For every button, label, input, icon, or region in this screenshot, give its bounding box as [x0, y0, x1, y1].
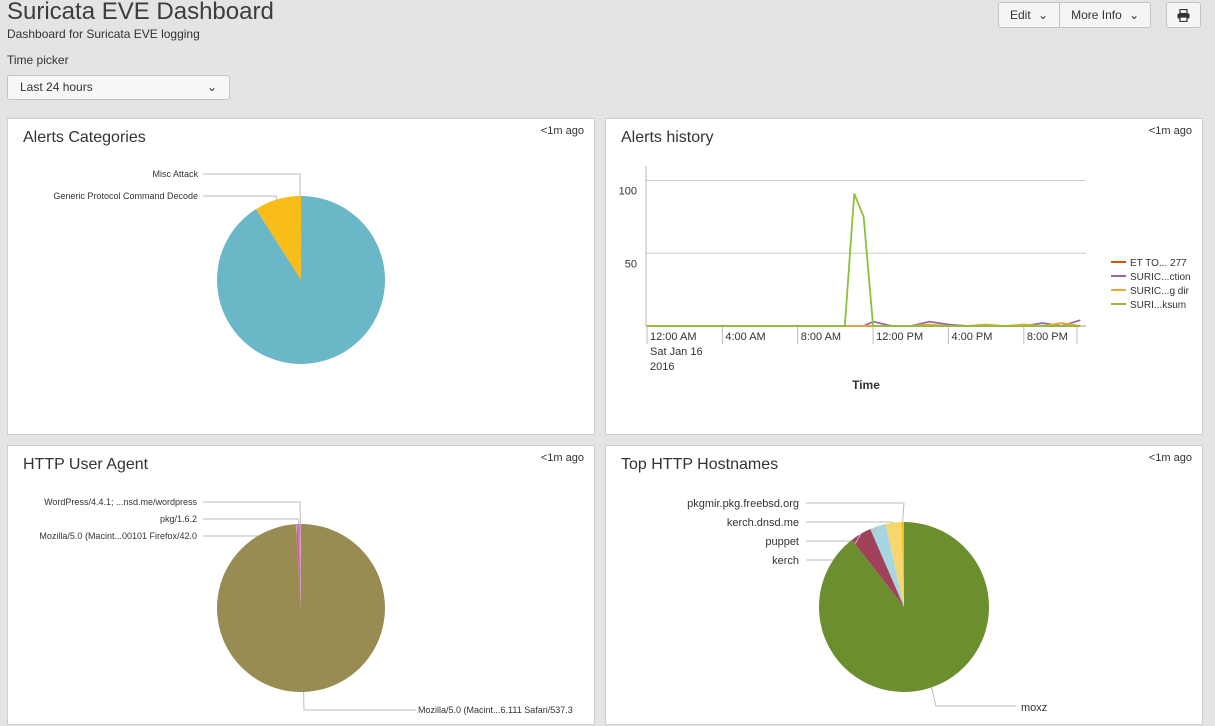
chevron-down-icon: ⌄: [206, 80, 217, 94]
pie-leader-line: [931, 687, 1016, 707]
y-tick-label: 50: [625, 258, 637, 270]
panel-title: Alerts history: [621, 129, 714, 146]
top-http-hostnames-pie-chart: pkgmir.pkg.freebsd.org kerch.dnsd.me puppe…: [687, 498, 1047, 714]
y-tick-label: 100: [619, 186, 637, 198]
pie-slice[interactable]: [299, 196, 301, 280]
x-tick-label: 8:00 AM: [801, 331, 841, 343]
series-line[interactable]: [647, 193, 1081, 327]
more-info-button-label: More Info: [1071, 8, 1122, 22]
pie-leader-line: [806, 521, 894, 524]
edit-button-label: Edit: [1010, 8, 1031, 22]
pie-slice-label: puppet: [765, 536, 799, 548]
x-tick-label: 4:00 PM: [951, 331, 992, 343]
chevron-down-icon: ⌄: [1129, 8, 1140, 22]
time-picker-value: Last 24 hours: [20, 80, 93, 94]
pie-slice[interactable]: [255, 196, 301, 280]
x-tick-label: 8:00 PM: [1027, 331, 1068, 343]
pie-leader-line: [203, 195, 278, 200]
pie-slice[interactable]: [870, 524, 904, 607]
panel-alerts-history: Alerts history <1m ago 100 50 12:00 AM 4:00…: [605, 118, 1203, 435]
pie-slice-label: moxz: [1021, 702, 1047, 714]
x-tick-label: 4:00 AM: [725, 331, 765, 343]
pie-slice-label: Mozilla/5.0 (Macint...00101 Firefox/42.0: [39, 531, 197, 541]
pie-slice-label: Generic Protocol Command Decode: [53, 191, 198, 201]
time-picker-select[interactable]: Last 24 hours ⌄: [7, 75, 230, 100]
edit-moreinfo-group: Edit ⌄ More Info ⌄: [998, 2, 1152, 28]
x-axis-label: Time: [852, 378, 880, 392]
x-tick-label: 12:00 PM: [876, 331, 923, 343]
panel-http-user-agent: HTTP User Agent <1m ago WordPress/4.4.1;…: [7, 445, 595, 725]
legend-label[interactable]: SURIC...ction: [1130, 272, 1191, 283]
panel-alerts-categories: Alerts Categories <1m ago Misc Attack Gen…: [7, 118, 595, 435]
pie-slice[interactable]: [851, 528, 904, 607]
panel-updated: <1m ago: [1148, 452, 1192, 464]
pie-slice[interactable]: [298, 524, 301, 608]
edit-button[interactable]: Edit ⌄: [998, 2, 1061, 28]
panel-top-http-hostnames: Top HTTP Hostnames <1m ago pkgmir.pkg.fr…: [605, 445, 1203, 725]
pie-slice-label: Mozilla/5.0 (Macint...6.111 Safari/537.3: [418, 705, 573, 715]
pie-slice-label: Misc Attack: [152, 169, 198, 179]
time-picker-label: Time picker: [7, 53, 69, 67]
pie-slice[interactable]: [217, 196, 385, 364]
panel-updated: <1m ago: [540, 125, 584, 137]
pie-leader-line: [203, 173, 301, 197]
print-button[interactable]: [1166, 2, 1201, 28]
pie-slice[interactable]: [216, 524, 385, 692]
panel-title: HTTP User Agent: [23, 456, 149, 473]
chevron-down-icon: ⌄: [1038, 8, 1049, 22]
alerts-categories-pie-chart: Misc Attack Generic Protocol Command Deco…: [53, 169, 385, 364]
pie-slice-label: pkgmir.pkg.freebsd.org: [687, 498, 799, 510]
pie-leader-line: [806, 502, 905, 523]
pie-slice-label: WordPress/4.4.1; ...nsd.me/wordpress: [44, 497, 197, 507]
x-tick-label: 12:00 AM: [650, 331, 696, 343]
pie-leader-line: [303, 691, 416, 711]
x-tick-sublabel: 2016: [650, 361, 674, 373]
pie-slice[interactable]: [299, 524, 301, 608]
panel-updated: <1m ago: [540, 452, 584, 464]
pie-slice-label: kerch: [772, 555, 799, 567]
pie-slice-label: kerch.dnsd.me: [727, 517, 799, 529]
pie-slice[interactable]: [901, 522, 904, 607]
print-icon: [1177, 9, 1190, 23]
pie-slice[interactable]: [885, 522, 904, 607]
legend-label[interactable]: ET TO... 277: [1130, 258, 1187, 269]
panel-title: Alerts Categories: [23, 129, 146, 146]
pie-slice[interactable]: [819, 522, 990, 692]
pie-leader-line: [203, 501, 301, 525]
pie-slice[interactable]: [295, 524, 301, 608]
legend-label[interactable]: SURIC...g dir: [1130, 286, 1190, 297]
panel-title: Top HTTP Hostnames: [621, 456, 779, 473]
legend-label[interactable]: SURI...ksum: [1130, 300, 1186, 311]
print-group: [1166, 2, 1201, 28]
dashboard-description: Dashboard for Suricata EVE logging: [7, 27, 200, 41]
x-tick-sublabel: Sat Jan 16: [650, 346, 703, 358]
more-info-button[interactable]: More Info ⌄: [1060, 2, 1152, 28]
dashboard-title: Suricata EVE Dashboard: [7, 0, 274, 25]
pie-leader-line: [203, 518, 300, 525]
http-user-agent-pie-chart: WordPress/4.4.1; ...nsd.me/wordpress pkg/…: [39, 497, 573, 715]
panel-updated: <1m ago: [1148, 125, 1192, 137]
alerts-history-line-chart: 100 50 12:00 AM 4:00 AM 8:00 AM 12:00 PM 4:00 …: [619, 166, 1191, 392]
pie-slice-label: pkg/1.6.2: [160, 514, 197, 524]
